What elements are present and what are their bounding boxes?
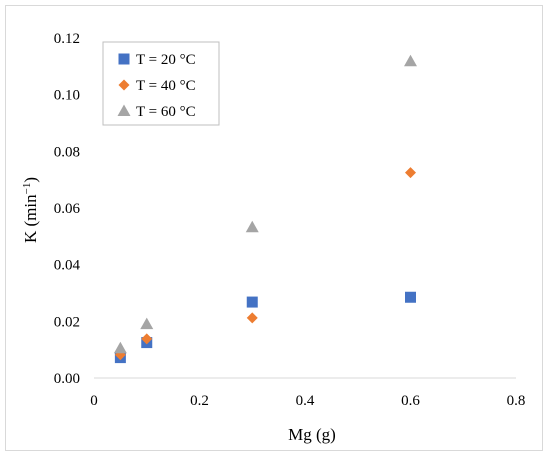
plot-points (113, 54, 417, 364)
legend-markers (117, 53, 131, 116)
x-tick-label: 0.2 (190, 393, 209, 409)
y-tick-label: 0.12 (54, 31, 80, 47)
legend-label-series-1: T = 20 °C (136, 52, 196, 68)
x-axis-title: Mg (g) (288, 425, 336, 444)
y-axis-title-main: K (min (21, 194, 40, 243)
x-tick-label: 0.6 (401, 393, 420, 409)
y-axis: 0.00 0.02 0.04 0.06 0.08 0.10 0.12 (54, 31, 81, 387)
y-axis-title-superscript: −1 (21, 183, 33, 195)
data-point-series-2 (246, 312, 258, 324)
data-point-series-3 (140, 317, 154, 330)
y-tick-label: 0.04 (54, 258, 81, 274)
y-tick-label: 0.10 (54, 88, 80, 104)
data-point-series-2 (405, 167, 416, 179)
x-tick-label: 0.4 (296, 393, 315, 409)
x-tick-label: 0 (90, 393, 98, 409)
legend-label-series-3: T = 60 °C (136, 104, 196, 120)
x-axis: 0 0.2 0.4 0.6 0.8 (90, 377, 526, 409)
legend-marker-series-2 (118, 79, 130, 91)
data-point-series-1 (246, 296, 258, 308)
y-tick-label: 0.00 (54, 371, 80, 387)
legend-marker-series-1 (118, 53, 130, 65)
data-point-series-2 (141, 333, 153, 345)
data-point-series-3 (113, 341, 127, 354)
y-axis-title: K (min−1) (21, 177, 40, 243)
legend-marker-series-3 (117, 104, 131, 116)
y-tick-label: 0.02 (54, 314, 80, 330)
y-tick-label: 0.06 (54, 201, 81, 217)
y-tick-label: 0.08 (54, 144, 80, 160)
legend-label-series-2: T = 40 °C (136, 78, 196, 94)
data-point-series-3 (404, 54, 417, 67)
data-point-series-3 (245, 220, 259, 233)
data-point-series-1 (405, 291, 416, 303)
y-axis-title-close: ) (21, 177, 40, 183)
chart-container (5, 5, 543, 451)
x-tick-label: 0.8 (507, 393, 526, 409)
legend: T = 20 °C T = 40 °C T = 60 °C (102, 41, 220, 126)
